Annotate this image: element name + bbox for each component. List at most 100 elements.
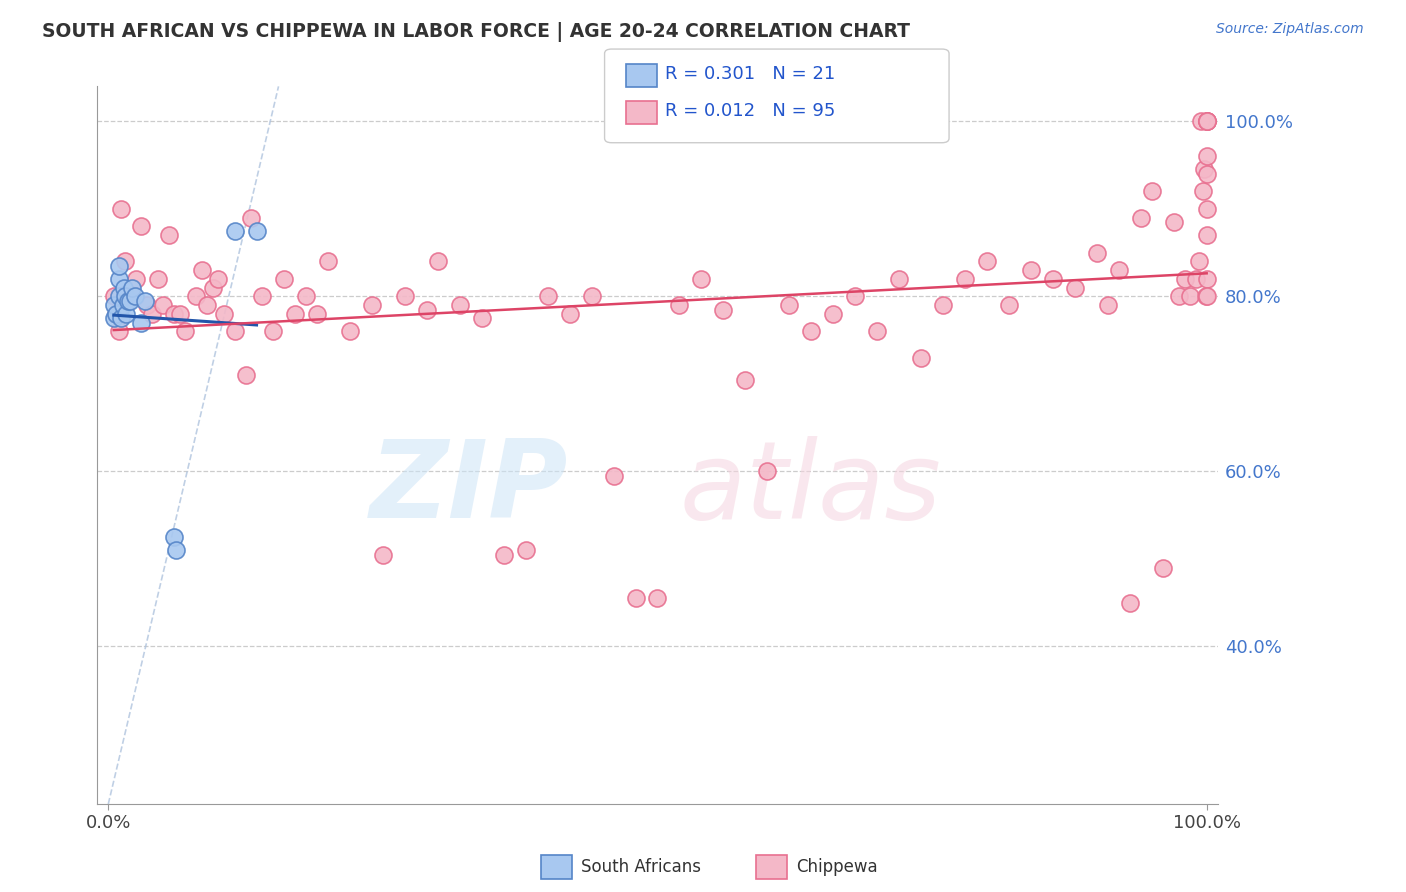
Point [1195,114,1218,128]
Point [823,307,845,321]
Point [195,298,218,312]
Point [910,351,932,365]
Point [110,202,132,216]
Point [108,325,131,339]
Point [1195,289,1218,303]
Point [361,298,384,312]
Point [114,289,136,303]
Point [1140,185,1163,199]
Point [1184,272,1206,286]
Point [111,298,134,312]
Point [240,211,263,225]
Point [125,272,148,286]
Point [1195,167,1218,181]
Text: atlas: atlas [681,435,942,541]
Point [581,289,603,303]
Point [305,307,328,321]
Point [163,307,186,321]
Point [207,272,229,286]
Text: R = 0.301   N = 21: R = 0.301 N = 21 [665,65,835,83]
Point [129,219,152,234]
Point [998,298,1021,312]
Point [108,272,131,286]
Point [103,289,125,303]
Point [103,311,125,326]
Point [953,272,976,286]
Point [1168,289,1191,303]
Point [104,307,127,321]
Point [1042,272,1064,286]
Point [471,311,494,326]
Point [734,372,756,386]
Point [371,548,394,562]
Point [492,548,515,562]
Point [1119,596,1142,610]
Point [117,289,139,303]
Point [536,289,558,303]
Point [108,289,131,303]
Point [1108,263,1130,277]
Point [186,289,208,303]
Point [103,298,125,312]
Point [1188,254,1211,268]
Point [1195,272,1218,286]
Point [1019,263,1042,277]
Point [108,259,131,273]
Point [174,325,197,339]
Point [690,272,713,286]
Point [647,591,669,606]
Point [558,307,581,321]
Point [844,289,866,303]
Text: ZIP: ZIP [370,435,568,541]
Y-axis label: In Labor Force | Age 20-24: In Labor Force | Age 20-24 [0,326,8,565]
Point [1174,272,1197,286]
Point [866,325,889,339]
Point [295,289,318,303]
Point [1194,162,1216,177]
Point [120,293,142,308]
Point [624,591,647,606]
Point [1129,211,1152,225]
Point [887,272,910,286]
Point [1195,114,1218,128]
Point [1085,245,1108,260]
Point [104,307,127,321]
Point [711,302,734,317]
Point [110,311,132,326]
Point [134,293,156,308]
Point [1195,228,1218,243]
Point [121,280,143,294]
Text: Chippewa: Chippewa [796,858,877,876]
Point [602,468,624,483]
Text: South Africans: South Africans [581,858,700,876]
Point [394,289,416,303]
Point [250,289,273,303]
Point [756,465,779,479]
Point [201,280,224,294]
Point [129,316,152,330]
Point [1152,560,1174,574]
Point [163,530,186,544]
Point [169,307,191,321]
Point [273,272,295,286]
Point [284,307,307,321]
Point [1189,114,1212,128]
Point [1097,298,1119,312]
Point [224,325,246,339]
Point [778,298,800,312]
Point [212,307,235,321]
Point [245,224,267,238]
Point [152,298,174,312]
Point [115,307,138,321]
Point [157,228,180,243]
Point [141,307,163,321]
Point [112,280,135,294]
Point [449,298,471,312]
Point [124,289,146,303]
Point [1195,202,1218,216]
Point [515,543,537,558]
Point [426,254,449,268]
Point [190,263,212,277]
Point [1192,185,1215,199]
Point [135,298,157,312]
